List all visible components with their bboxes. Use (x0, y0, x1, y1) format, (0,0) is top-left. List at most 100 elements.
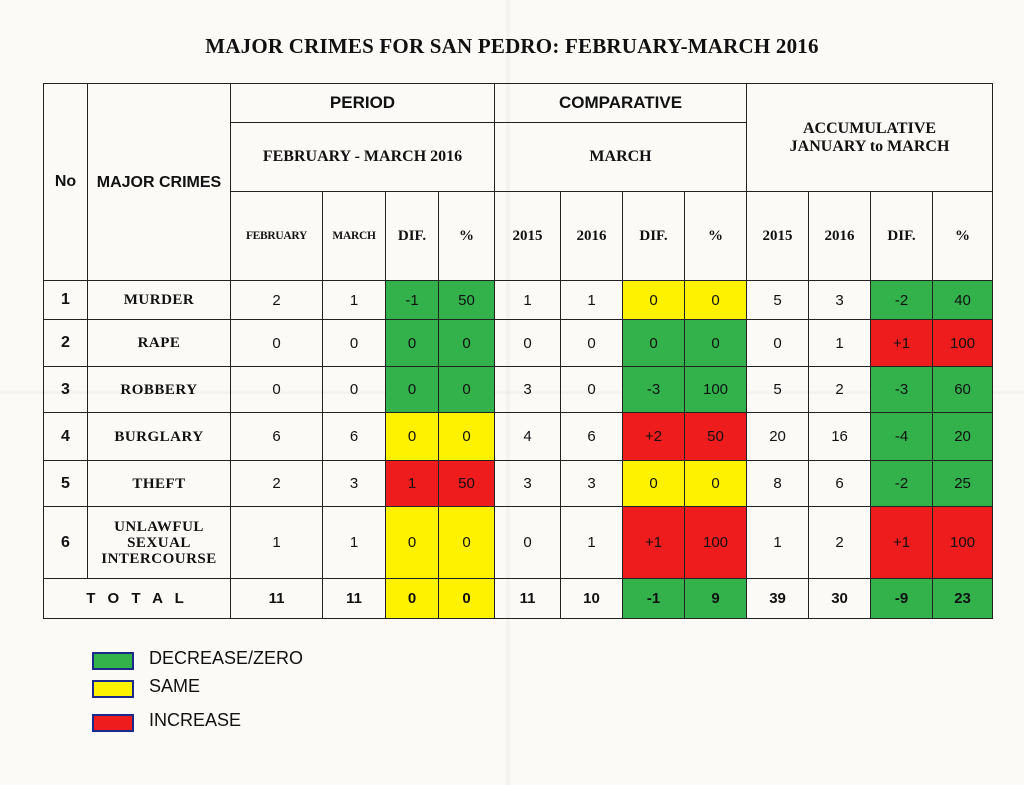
page-title: MAJOR CRIMES FOR SAN PEDRO: FEBRUARY-MAR… (205, 34, 819, 58)
column-header: % (932, 191, 994, 281)
total-cell: 30 (808, 578, 872, 619)
data-cell: 25 (932, 460, 994, 507)
data-cell: 1 (560, 280, 623, 320)
crime-name: MURDER (87, 280, 231, 320)
crime-name: RAPE (87, 319, 231, 367)
header-period: PERIOD (230, 83, 495, 123)
row-number: 1 (43, 280, 88, 320)
row-number: 5 (43, 460, 88, 507)
data-cell: 2 (230, 280, 323, 320)
data-cell: 1 (494, 280, 561, 320)
crimes-table: No MAJOR CRIMES PERIOD COMPARATIVE ACCUM… (43, 83, 994, 619)
crime-name: UNLAWFUL SEXUAL INTERCOURSE (87, 506, 231, 579)
data-cell: 0 (622, 280, 685, 320)
legend-label: INCREASE (149, 710, 242, 730)
column-header: % (438, 191, 495, 281)
data-cell: +2 (622, 412, 685, 461)
table-row: 1 MURDER 2 1 -1 50 1 1 0 0 5 3 -2 40 (43, 280, 994, 320)
total-cell: -9 (870, 578, 934, 619)
data-cell: 0 (438, 506, 495, 579)
crime-name: BURGLARY (87, 412, 231, 461)
data-cell: 0 (230, 319, 323, 367)
table-row: 3 ROBBERY 0 0 0 0 3 0 -3 100 5 2 -3 60 (43, 366, 994, 413)
data-cell: 4 (494, 412, 561, 461)
legend-label: DECREASE/ZERO (149, 648, 304, 668)
row-number: 2 (43, 319, 88, 367)
data-cell: 40 (932, 280, 994, 320)
data-cell: 1 (230, 506, 323, 579)
table-row: 2 RAPE 0 0 0 0 0 0 0 0 0 1 +1 100 (43, 319, 994, 367)
legend-label: SAME (149, 676, 201, 696)
data-cell: +1 (870, 319, 934, 367)
data-cell: 100 (932, 319, 994, 367)
data-cell: 0 (560, 366, 623, 413)
total-cell: -1 (622, 578, 685, 619)
row-number: 4 (43, 412, 88, 461)
data-cell: 0 (683, 460, 748, 507)
total-cell: 11 (322, 578, 386, 619)
total-cell: 9 (683, 578, 748, 619)
data-cell: 50 (438, 460, 495, 507)
column-header: DIF. (622, 191, 685, 281)
data-cell: 60 (932, 366, 994, 413)
column-header: FEBRUARY (230, 191, 323, 281)
table-row: 5 THEFT 2 3 1 50 3 3 0 0 8 6 -2 25 (43, 460, 994, 507)
total-cell: 11 (230, 578, 323, 619)
data-cell: 0 (622, 319, 685, 367)
data-cell: 0 (560, 319, 623, 367)
data-cell: 0 (385, 366, 439, 413)
data-cell: 0 (322, 366, 386, 413)
data-cell: 0 (622, 460, 685, 507)
data-cell: 1 (385, 460, 439, 507)
data-cell: 50 (438, 280, 495, 320)
data-cell: 1 (322, 280, 386, 320)
column-header: DIF. (385, 191, 439, 281)
header-comparative: COMPARATIVE (493, 83, 748, 123)
data-cell: 6 (322, 412, 386, 461)
total-cell: 11 (494, 578, 561, 619)
crime-name: THEFT (87, 460, 231, 507)
data-cell: 0 (385, 412, 439, 461)
data-cell: 0 (494, 506, 561, 579)
data-cell: 2 (808, 506, 872, 579)
data-cell: -3 (622, 366, 685, 413)
data-cell: 0 (494, 319, 561, 367)
data-cell: 3 (322, 460, 386, 507)
data-cell: 0 (230, 366, 323, 413)
data-cell: 8 (746, 460, 810, 507)
data-cell: 2 (230, 460, 323, 507)
data-cell: 0 (746, 319, 810, 367)
data-cell: -1 (385, 280, 439, 320)
data-cell: 5 (746, 366, 810, 413)
data-cell: 0 (322, 319, 386, 367)
data-cell: 20 (932, 412, 994, 461)
data-cell: 50 (683, 412, 748, 461)
data-cell: 0 (438, 412, 495, 461)
data-cell: 0 (438, 319, 495, 367)
total-cell: 10 (560, 578, 623, 619)
total-cell: 23 (932, 578, 994, 619)
data-cell: +1 (622, 506, 685, 579)
data-cell: 2 (808, 366, 872, 413)
data-cell: 6 (230, 412, 323, 461)
table-row: 6 UNLAWFUL SEXUAL INTERCOURSE 1 1 0 0 0 1 +1 100 1… (43, 506, 994, 579)
legend-swatch (92, 652, 134, 670)
header-accumulative: ACCUMULATIVE JANUARY to MARCH (746, 83, 994, 192)
table-row: 4 BURGLARY 6 6 0 0 4 6 +2 50 20 16 -4 20 (43, 412, 994, 461)
data-cell: 0 (438, 366, 495, 413)
data-cell: 20 (746, 412, 810, 461)
data-cell: 100 (932, 506, 994, 579)
column-header: 2015 (746, 191, 810, 281)
data-cell: 3 (494, 460, 561, 507)
data-cell: -3 (870, 366, 934, 413)
data-cell: 6 (560, 412, 623, 461)
header-major-crimes: MAJOR CRIMES (87, 83, 231, 281)
data-cell: 1 (808, 319, 872, 367)
header-no: No (43, 83, 88, 281)
data-cell: 0 (683, 280, 748, 320)
data-cell: 0 (385, 319, 439, 367)
data-cell: 3 (808, 280, 872, 320)
data-cell: 3 (494, 366, 561, 413)
column-header: 2016 (560, 191, 623, 281)
column-header: % (683, 191, 748, 281)
